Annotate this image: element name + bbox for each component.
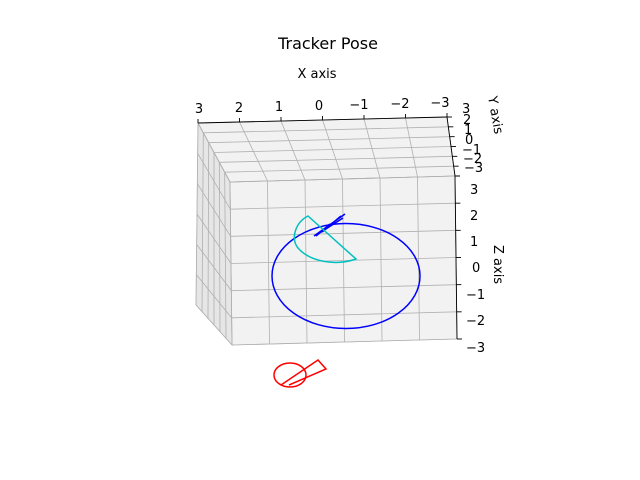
- x-tick-label: −3: [430, 96, 449, 111]
- z-tick-label: 2: [470, 209, 478, 224]
- x-tick-label: 0: [315, 99, 323, 114]
- x-tick-labels: 3 2 1 0 −1 −2 −3: [195, 96, 450, 117]
- grid-line: [231, 311, 457, 319]
- series-blue: [271, 213, 421, 330]
- y-tick-labels: 3 2 1 0 −1 −2 −3: [462, 102, 483, 176]
- grid-line: [195, 304, 233, 346]
- grid-line: [224, 165, 454, 173]
- grid-line: [196, 274, 232, 319]
- z-tick-label: 1: [470, 235, 478, 250]
- x-tick-label: −2: [390, 97, 409, 112]
- z-tick-label: −3: [466, 341, 485, 356]
- y-tick-label: 3: [462, 102, 470, 117]
- grid-line: [229, 175, 456, 183]
- grid-line: [231, 338, 458, 346]
- y-tick-label: −1: [462, 143, 481, 158]
- x-tick-label: −1: [349, 98, 368, 113]
- x-tick-label: 3: [195, 102, 203, 117]
- z-axis-label: Z axis: [490, 245, 505, 284]
- z-tick-label: 3: [470, 183, 478, 198]
- x-axis-label: X axis: [297, 67, 336, 82]
- z-tick-label: −1: [466, 288, 485, 303]
- z-tick-label: −2: [466, 314, 485, 329]
- blue-axis-segment: [313, 213, 346, 237]
- axes-3d: [195, 113, 462, 347]
- series-red: [273, 359, 328, 388]
- y-tick-label: −2: [463, 152, 482, 167]
- series-cyan: [293, 215, 358, 264]
- y-tick-label: 0: [465, 133, 473, 148]
- y-tick-label: 2: [463, 113, 471, 128]
- red-rectangle-line: [280, 359, 328, 386]
- grid-line: [229, 181, 233, 346]
- x-tick-label: 1: [275, 100, 283, 115]
- blue-circle-line: [271, 222, 421, 330]
- y-tick-label: −3: [464, 161, 483, 176]
- chart-title: Tracker Pose: [277, 34, 378, 53]
- x-tick-label: 2: [235, 101, 243, 116]
- red-circle-line: [273, 362, 307, 388]
- y-tick-label: 1: [464, 123, 472, 138]
- z-tick-labels: 3 2 1 0 −1 −2 −3: [466, 183, 485, 356]
- z-tick-label: 0: [472, 261, 480, 276]
- tick-marks: [197, 113, 462, 340]
- y-axis-label: Y axis: [484, 94, 506, 135]
- cyan-arc-line: [293, 215, 358, 264]
